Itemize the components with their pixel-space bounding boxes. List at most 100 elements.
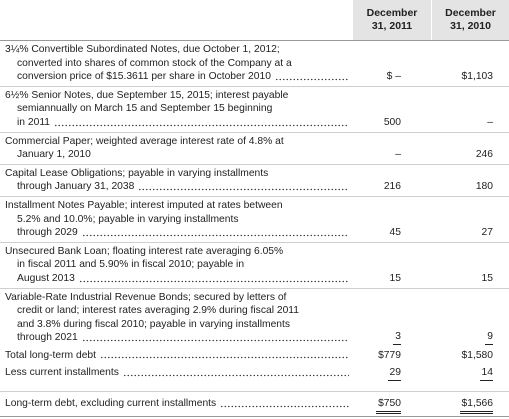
label-text: in fiscal 2011 and 5.90% in fiscal 2010;… — [17, 259, 245, 271]
label-text: credit or land; interest rates averaging… — [17, 305, 299, 317]
label-line: through 2029 — [5, 226, 353, 240]
leader-dots — [95, 148, 349, 159]
leader-dots — [81, 226, 349, 237]
value-cell: $1,566 — [431, 397, 509, 414]
leader-dots — [78, 271, 349, 283]
label-text: 6½% Senior Notes, due September 15, 2015… — [5, 89, 289, 101]
table-row: Capital Lease Obligations; payable in va… — [0, 165, 509, 197]
label-line: and 3.8% during fiscal 2010; payable in … — [5, 318, 353, 332]
label-text: semiannually on March 15 and September 1… — [17, 103, 273, 115]
value-cell: 216 — [353, 180, 431, 194]
label-line: 5.2% and 10.0%; payable in varying insta… — [5, 213, 353, 227]
label-line: Capital Lease Obligations; payable in va… — [5, 167, 353, 181]
table-row: 3¼% Convertible Subordinated Notes, due … — [0, 41, 509, 87]
value-text: 246 — [475, 149, 493, 161]
row-label: Capital Lease Obligations; payable in va… — [0, 167, 353, 194]
row-label: Installment Notes Payable; interest impu… — [0, 199, 353, 240]
value-cell: 9 — [431, 330, 509, 345]
value-cell: 27 — [431, 226, 509, 240]
value-text: 9 — [485, 330, 493, 345]
table-row: Unsecured Bank Loan; floating interest r… — [0, 243, 509, 289]
value-text: 14 — [479, 366, 493, 382]
value-cell: $1,580 — [431, 349, 509, 363]
row-label: Long-term debt, excluding current instal… — [0, 397, 353, 414]
label-text: through 2029 — [17, 227, 78, 239]
label-line: Total long-term debt — [5, 348, 353, 363]
label-text: Commercial Paper; weighted average inter… — [5, 135, 284, 147]
value-text: $ – — [386, 71, 401, 83]
label-line: conversion price of $15.3611 per share i… — [5, 70, 353, 84]
value-text: – — [395, 149, 401, 161]
label-line: 3¼% Convertible Subordinated Notes, due … — [5, 43, 353, 57]
label-text: January 1, 2010 — [17, 149, 91, 161]
leader-dots — [100, 348, 349, 360]
leader-dots — [274, 70, 349, 81]
value-cell: 15 — [431, 272, 509, 286]
label-line: in fiscal 2011 and 5.90% in fiscal 2010;… — [5, 258, 353, 272]
label-text: 5.2% and 10.0%; payable in varying insta… — [17, 213, 239, 225]
table-row: Variable-Rate Industrial Revenue Bonds; … — [0, 289, 509, 347]
value-cell: 15 — [353, 272, 431, 286]
label-line: August 2013 — [5, 271, 353, 286]
row-label: Total long-term debt — [0, 348, 353, 363]
leader-dots — [122, 366, 349, 378]
value-text: 27 — [481, 227, 493, 239]
label-line: Unsecured Bank Loan; floating interest r… — [5, 245, 353, 259]
value-cell: 29 — [353, 366, 431, 382]
label-line: through January 31, 2038 — [5, 180, 353, 194]
label-text: converted into shares of common stock of… — [17, 57, 292, 69]
value-text: $750 — [376, 397, 401, 414]
label-text: Total long-term debt — [5, 349, 97, 361]
value-text: 216 — [383, 181, 401, 193]
row-label: Variable-Rate Industrial Revenue Bonds; … — [0, 291, 353, 345]
leader-dots — [220, 397, 349, 408]
value-text: 29 — [387, 366, 401, 382]
value-cell: $1,103 — [431, 70, 509, 84]
value-cell: – — [431, 116, 509, 130]
value-cell: 246 — [431, 148, 509, 162]
value-cell: 14 — [431, 366, 509, 382]
column-header: December 31, 2011 — [353, 0, 431, 40]
table-row: Less current installments 29 14 — [0, 364, 509, 383]
label-text: through 2021 — [17, 332, 78, 344]
label-line: through 2021 — [5, 331, 353, 345]
column-header: December 31, 2010 — [431, 0, 509, 40]
value-cell: 180 — [431, 180, 509, 194]
label-line: Installment Notes Payable; interest impu… — [5, 199, 353, 213]
label-line: converted into shares of common stock of… — [5, 57, 353, 71]
leader-dots — [81, 331, 349, 342]
value-cell: 3 — [353, 330, 431, 345]
leader-dots — [54, 115, 349, 127]
table-row: Installment Notes Payable; interest impu… — [0, 197, 509, 243]
table-row: 6½% Senior Notes, due September 15, 2015… — [0, 87, 509, 133]
label-line: Less current installments — [5, 366, 353, 380]
value-cell: $750 — [353, 397, 431, 414]
row-label: Commercial Paper; weighted average inter… — [0, 135, 353, 162]
label-text: 3¼% Convertible Subordinated Notes, due … — [5, 44, 280, 55]
header-spacer — [0, 0, 353, 40]
value-text: $1,566 — [459, 397, 493, 414]
label-line: credit or land; interest rates averaging… — [5, 304, 353, 318]
label-text: Long-term debt, excluding current instal… — [5, 398, 217, 410]
row-label: Unsecured Bank Loan; floating interest r… — [0, 245, 353, 286]
label-line: 6½% Senior Notes, due September 15, 2015… — [5, 89, 353, 103]
label-line: Commercial Paper; weighted average inter… — [5, 135, 353, 149]
label-text: Less current installments — [5, 367, 119, 379]
label-text: August 2013 — [17, 272, 75, 284]
value-cell: $ – — [353, 70, 431, 84]
value-cell: 45 — [353, 226, 431, 240]
row-label: 3¼% Convertible Subordinated Notes, due … — [0, 43, 353, 84]
label-text: and 3.8% during fiscal 2010; payable in … — [17, 318, 291, 330]
value-text: 45 — [389, 227, 401, 239]
table-header: December 31, 2011 December 31, 2010 — [0, 0, 509, 41]
value-text: 3 — [393, 330, 401, 345]
label-text: conversion price of $15.3611 per share i… — [17, 71, 271, 83]
value-cell: $779 — [353, 349, 431, 363]
table-body: 3¼% Convertible Subordinated Notes, due … — [0, 41, 509, 417]
value-text: – — [487, 116, 493, 128]
row-label: 6½% Senior Notes, due September 15, 2015… — [0, 89, 353, 130]
value-text: $779 — [378, 349, 401, 361]
label-text: Installment Notes Payable; interest impu… — [5, 199, 283, 211]
